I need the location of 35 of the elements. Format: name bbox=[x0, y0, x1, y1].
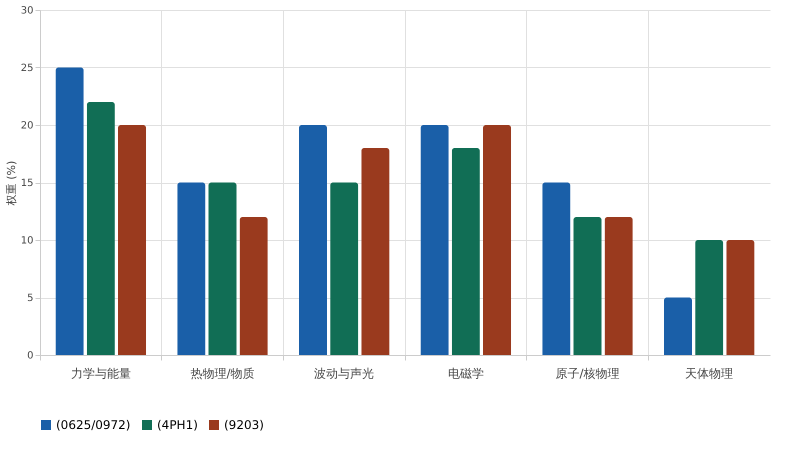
y-tick-label: 25 bbox=[20, 63, 34, 74]
x-tick-label: 天体物理 bbox=[685, 366, 734, 380]
bar bbox=[298, 125, 328, 355]
bar bbox=[573, 217, 602, 355]
bar bbox=[542, 182, 570, 355]
bar bbox=[177, 182, 206, 355]
bar bbox=[361, 148, 390, 355]
y-tick-label: 5 bbox=[27, 293, 34, 304]
bar bbox=[208, 182, 237, 355]
x-tick-label: 热物理/物质 bbox=[190, 366, 255, 380]
bar bbox=[330, 182, 358, 355]
bar bbox=[240, 217, 268, 355]
legend-label: (9203) bbox=[224, 418, 264, 432]
bar bbox=[664, 298, 692, 355]
bar bbox=[726, 240, 754, 355]
legend-label: (4PH1) bbox=[157, 418, 198, 432]
bar bbox=[482, 125, 512, 355]
x-tick-label: 电磁学 bbox=[448, 366, 484, 380]
y-tick-label: 0 bbox=[27, 350, 34, 362]
y-tick-label: 20 bbox=[20, 120, 34, 132]
x-tick-label: 波动与声光 bbox=[314, 366, 374, 380]
y-tick-label: 10 bbox=[20, 236, 34, 246]
x-tick-label: 原子/核物理 bbox=[555, 366, 620, 380]
x-tick-label: 力学与能量 bbox=[70, 366, 131, 380]
bar bbox=[452, 148, 480, 355]
bar bbox=[86, 102, 115, 355]
y-tick-label: 30 bbox=[20, 6, 34, 16]
bar bbox=[604, 217, 633, 355]
bar bbox=[695, 240, 724, 355]
bar bbox=[420, 125, 449, 355]
bar bbox=[118, 125, 146, 355]
y-tick-label: 15 bbox=[20, 178, 34, 189]
y-axis-title: 权重 (%) bbox=[4, 160, 18, 206]
legend-label: (0625/0972) bbox=[56, 418, 130, 432]
bar bbox=[56, 68, 84, 355]
